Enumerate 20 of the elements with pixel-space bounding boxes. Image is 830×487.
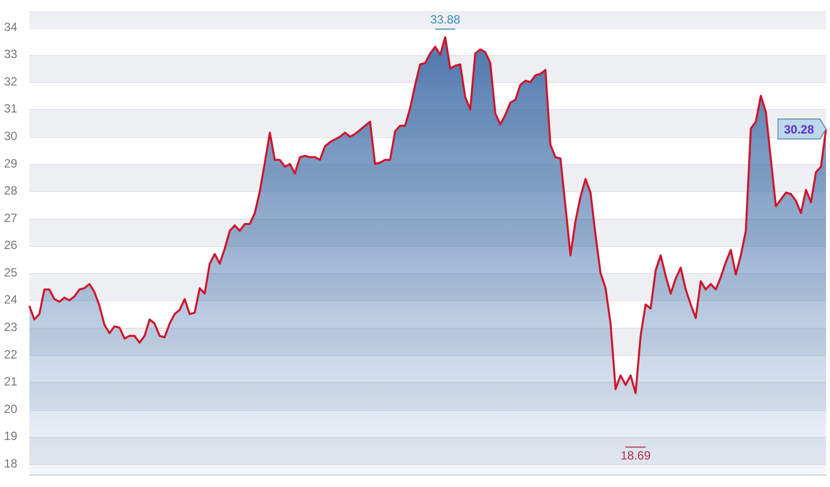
annotation: 30.28: [784, 122, 814, 136]
y-tick-label: 18: [4, 456, 18, 470]
y-tick-label: 24: [4, 292, 18, 307]
y-tick-label: 28: [4, 184, 18, 198]
y-tick-label: 25: [4, 265, 18, 280]
y-tick-label: 31: [4, 102, 18, 116]
y-tick-label: 26: [4, 238, 18, 252]
y-tick-label: 30: [4, 129, 18, 144]
y-tick-label: 33: [4, 47, 18, 62]
annotation: 18.69: [620, 448, 651, 462]
y-tick-label: 34: [4, 20, 18, 34]
y-tick-label: 27: [4, 210, 18, 225]
y-tick-label: 22: [4, 347, 18, 362]
y-tick-label: 21: [4, 374, 18, 389]
y-tick-label: 19: [4, 429, 18, 444]
y-tick-label: 23: [4, 320, 18, 334]
y-tick-label: 20: [4, 402, 18, 416]
annotation: 33.88: [430, 12, 461, 26]
y-tick-label: 32: [4, 74, 18, 88]
y-tick-label: 29: [4, 156, 18, 170]
